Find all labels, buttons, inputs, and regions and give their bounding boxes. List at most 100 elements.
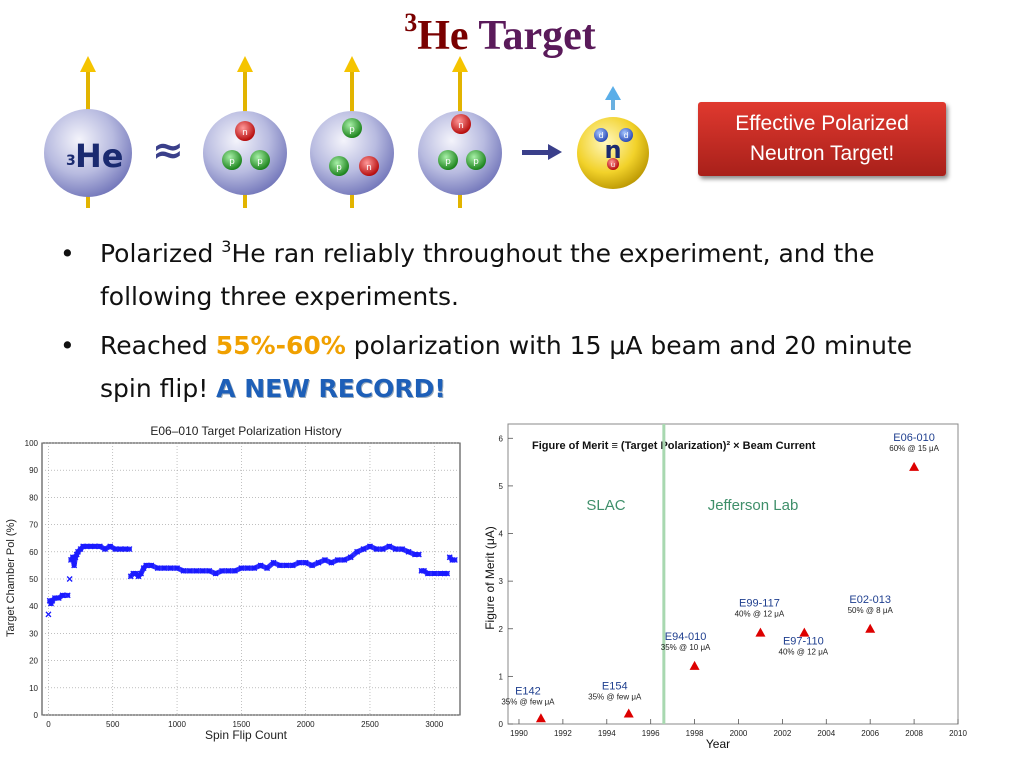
chart1-y-tick-label: 10 [29,684,38,693]
bullet1-superscript: 3 [221,237,232,256]
chart2-data-point [689,660,700,670]
neutron-sphere: d d u n [577,86,649,189]
chart2-plot-frame [507,423,959,725]
chart2-point-label: E154 [602,681,628,693]
chart1-y-tick-label: 0 [34,711,39,720]
chart2-x-tick-label: 2002 [773,729,791,738]
chart1-x-tick-label: 500 [106,720,120,729]
polarized-helium-diagram: 3 He ≈ n p p p p n n p p [44,56,649,208]
chart2-point-note: 50% @ 8 μA [848,606,894,615]
he3-sphere: 3 He [44,56,132,208]
nucleon-label: n [366,163,372,173]
polarization-highlight: 55%-60% [215,331,346,360]
chart2-point-note: 35% @ few μA [588,693,642,702]
chart2-y-tick-label: 4 [499,530,504,539]
chart1-data-point [64,592,71,599]
bullet2-mid: polarization with 15 μA beam and 20 minu… [100,331,913,403]
nucleon-label: p [473,157,479,167]
chart1-data-point [126,546,133,553]
polarization-history-chart: E06–010 Target Polarization History Spin… [5,424,461,742]
chart1-y-tick-label: 30 [29,629,38,638]
chart2-title: Figure of Merit ≡ (Target Polarization)²… [532,440,816,452]
chart2-data-point [623,708,634,718]
chart2-point-label: E99-117 [739,598,780,610]
chart2-point-label: E97-110 [783,636,824,648]
chart2-x-tick-label: 2008 [905,729,923,738]
effective-neutron-callout: Effective Polarized Neutron Target! [698,102,946,176]
chart2-x-axis-label: Year [706,737,730,751]
chart1-x-tick-label: 2000 [297,720,315,729]
region-label-slac: SLAC [586,497,625,514]
chart2-point-label: E02-013 [849,594,891,606]
neutron-label: n [604,136,621,164]
chart2-x-tick-label: 2010 [949,729,967,738]
approx-symbol: ≈ [152,128,184,172]
chart1-x-tick-label: 1000 [168,720,186,729]
nucleon-label: p [349,125,355,135]
chart1-y-tick-label: 40 [29,602,38,611]
bullet1-pre: Polarized [100,239,222,268]
chart1-y-tick-label: 90 [29,466,38,475]
chart2-x-tick-label: 1990 [510,729,528,738]
callout-line-2: Neutron Target! [749,142,895,165]
chart1-y-tick-label: 70 [29,521,38,530]
chart2-x-tick-label: 1996 [642,729,660,738]
chart2-y-tick-label: 2 [499,625,504,634]
nucleon-label: p [336,163,342,173]
chart2-point-label: E94-010 [665,631,707,643]
chart2-point-note: 40% @ 12 μA [779,648,829,657]
chart2-data-point [865,623,876,633]
chart2-point-note: 35% @ few μA [501,697,555,706]
chart1-x-axis-label: Spin Flip Count [205,728,288,742]
title-he: He [417,13,469,59]
bullet-dot-icon: • [60,239,75,268]
chart2-data-point [909,461,920,471]
chart1-x-tick-label: 0 [46,720,51,729]
slide-title: 3He Target [0,8,1000,60]
chart2-data-point [755,627,766,637]
chart2-y-tick-label: 3 [499,577,504,586]
bullet-reliability: • Polarized 3He ran reliably throughout … [60,232,970,318]
chart1-x-tick-label: 2500 [361,720,379,729]
callout-line-1: Effective Polarized [735,112,909,135]
chart2-y-tick-label: 5 [499,482,504,491]
nucleus-sphere-1: n p p [203,56,287,208]
title-superscript: 3 [404,8,418,37]
chart1-x-tick-label: 1500 [232,720,250,729]
chart1-y-tick-label: 60 [29,548,38,557]
chart2-y-axis-label: Figure of Merit (μA) [483,526,497,630]
right-arrow-icon [522,144,562,160]
bullet1-post: He ran reliably throughout the experimen… [100,239,875,311]
new-record-label: A NEW RECORD! [216,374,446,403]
chart2-y-tick-label: 1 [499,672,504,681]
region-label-jlab: Jefferson Lab [708,497,799,514]
chart2-x-tick-label: 1998 [686,729,704,738]
nucleon-label: p [257,157,263,167]
chart1-y-tick-label: 20 [29,657,38,666]
title-target: Target [478,13,596,59]
chart1-y-tick-label: 50 [29,575,38,584]
bullet2-pre: Reached [100,331,216,360]
nucleon-label: n [458,121,464,131]
chart2-point-label: E142 [515,685,541,697]
quark-label: u [611,161,615,169]
bullet-record: • Reached 55%-60% polarization with 15 μ… [60,324,970,410]
he3-superscript: 3 [66,153,76,169]
bullet-dot-icon: • [60,331,75,360]
bullet-list: • Polarized 3He ran reliably throughout … [60,232,970,416]
nucleus-sphere-2: p p n [310,56,394,208]
nucleon-label: p [229,157,235,167]
chart1-title: E06–010 Target Polarization History [150,424,341,438]
chart1-y-tick-label: 100 [25,439,39,448]
figure-of-merit-chart: Figure of Merit ≡ (Target Polarization)²… [483,423,967,751]
chart2-data-point [799,627,810,637]
quark-label: d [623,131,628,140]
chart2-point-note: 35% @ 10 μA [661,643,711,652]
chart2-x-tick-label: 1992 [554,729,572,738]
chart1-y-axis-label: Target Chamber Pol (%) [5,519,17,637]
chart2-x-tick-label: 2004 [817,729,835,738]
chart1-x-tick-label: 3000 [425,720,443,729]
chart2-point-note: 60% @ 15 μA [889,444,939,453]
chart2-x-tick-label: 2006 [861,729,879,738]
quark-label: d [598,131,603,140]
